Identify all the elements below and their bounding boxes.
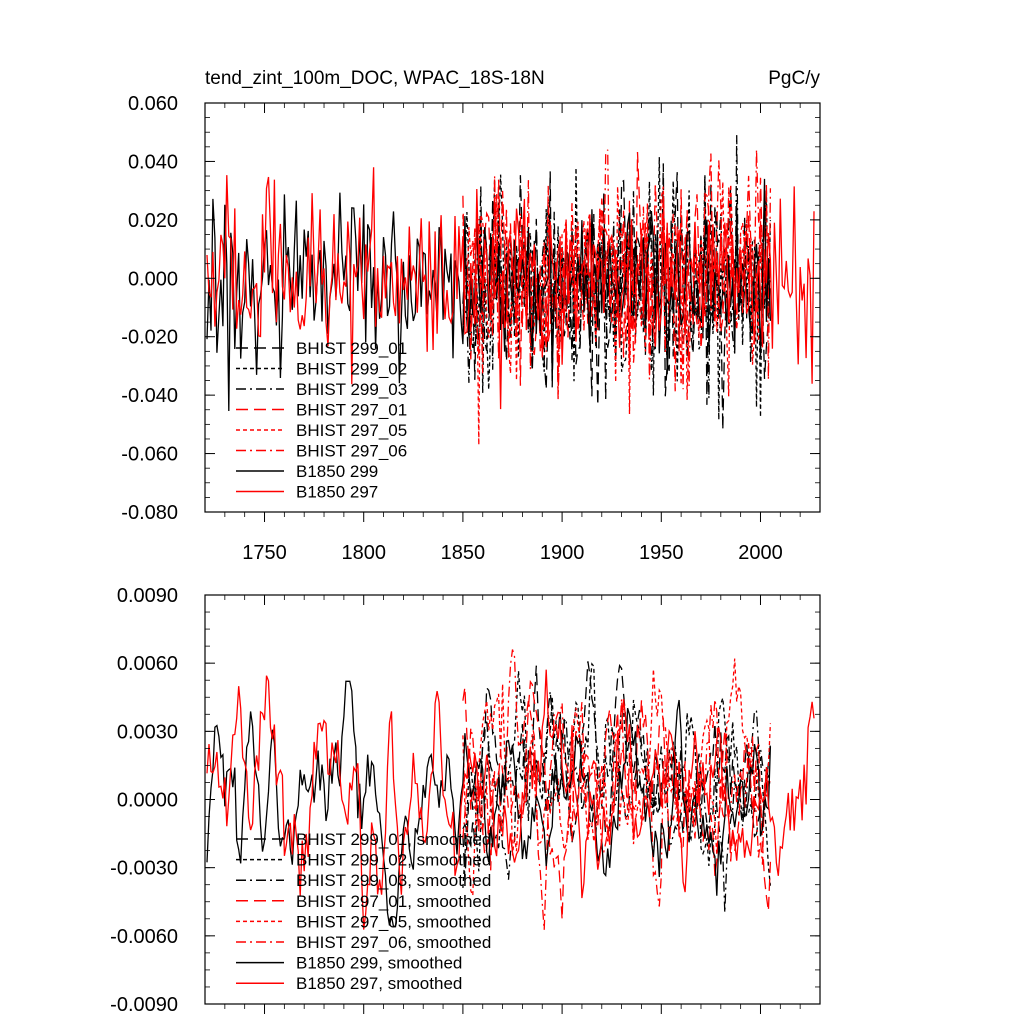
- top-ytick-label: -0.080: [121, 502, 178, 524]
- top-legend-label-5: BHIST 297_05: [296, 421, 407, 440]
- bottom-legend-label-3: BHIST 299_03, smoothed: [296, 871, 491, 890]
- bottom-legend-label-1: BHIST 299_01, smoothed: [296, 830, 491, 849]
- bottom-axis-ticks: 0.0090 0.0060 0.0030 0.0000 -0.0030 -0.0060 -0…: [110, 585, 820, 1016]
- bottom-legend-label-8: B1850 297, smoothed: [296, 974, 462, 993]
- bottom-legend-label-6: BHIST 297_06, smoothed: [296, 933, 491, 952]
- bottom-legend: BHIST 299_01, smoothed BHIST 299_02, smoo…: [236, 830, 491, 993]
- top-series-group: [206, 135, 815, 445]
- top-series-line-7: [206, 178, 772, 412]
- top-ytick-label: 0.060: [128, 93, 178, 115]
- chart-title: tend_zint_100m_DOC, WPAC_18S-18N: [205, 68, 545, 89]
- top-ytick-label: -0.060: [121, 444, 178, 466]
- top-ytick-label: -0.040: [121, 385, 178, 407]
- top-legend-label-6: BHIST 297_06: [296, 442, 407, 461]
- top-xtick-label: 2000: [738, 542, 783, 564]
- top-legend-label-2: BHIST 299_02: [296, 360, 407, 379]
- bottom-ytick-label: 0.0060: [117, 653, 178, 675]
- top-ytick-label: 0.000: [128, 268, 178, 290]
- bottom-legend-label-5: BHIST 297_05, smoothed: [296, 912, 491, 931]
- top-series-line-8: [206, 167, 815, 410]
- bottom-panel: 0.0090 0.0060 0.0030 0.0000 -0.0030 -0.0060 -0…: [110, 585, 821, 1016]
- bottom-series-line-5: [462, 658, 772, 896]
- top-xtick-label: 1900: [540, 542, 585, 564]
- top-ytick-label: -0.020: [121, 327, 178, 349]
- bottom-legend-label-7: B1850 299, smoothed: [296, 954, 462, 973]
- top-legend-label-3: BHIST 299_03: [296, 380, 407, 399]
- top-xtick-label: 1800: [341, 542, 386, 564]
- bottom-ytick-label: -0.0030: [110, 858, 178, 880]
- bottom-legend-label-4: BHIST 297_01, smoothed: [296, 892, 491, 911]
- top-panel: tend_zint_100m_DOC, WPAC_18S-18N PgC/y 0…: [121, 68, 821, 564]
- bottom-ytick-label: -0.0060: [110, 926, 178, 948]
- top-legend-label-4: BHIST 297_01: [296, 401, 407, 420]
- bottom-series-line-3: [462, 691, 772, 913]
- top-ytick-label: 0.040: [128, 151, 178, 173]
- bottom-series-group: [206, 649, 815, 930]
- top-axis-ticks: 0.060 0.040 0.020 0.000 -0.020 -0.040 -0.060 -0…: [121, 93, 820, 564]
- top-legend-label-8: B1850 297: [296, 483, 378, 502]
- bottom-series-line-2: [462, 662, 772, 888]
- bottom-legend-label-2: BHIST 299_02, smoothed: [296, 851, 491, 870]
- top-xtick-label: 1950: [639, 542, 684, 564]
- top-xtick-label: 1850: [441, 542, 486, 564]
- top-xtick-label: 1750: [242, 542, 287, 564]
- bottom-ytick-label: 0.0000: [117, 790, 178, 812]
- bottom-ytick-label: 0.0030: [117, 721, 178, 743]
- bottom-series-line-8: [206, 669, 815, 930]
- chart-units: PgC/y: [768, 68, 820, 89]
- top-legend-label-7: B1850 299: [296, 462, 378, 481]
- top-legend-label-1: BHIST 299_01: [296, 339, 407, 358]
- bottom-ytick-label: 0.0090: [117, 585, 178, 607]
- bottom-series-line-7: [206, 680, 772, 928]
- bottom-ytick-label: -0.0090: [110, 994, 178, 1016]
- top-ytick-label: 0.020: [128, 210, 178, 232]
